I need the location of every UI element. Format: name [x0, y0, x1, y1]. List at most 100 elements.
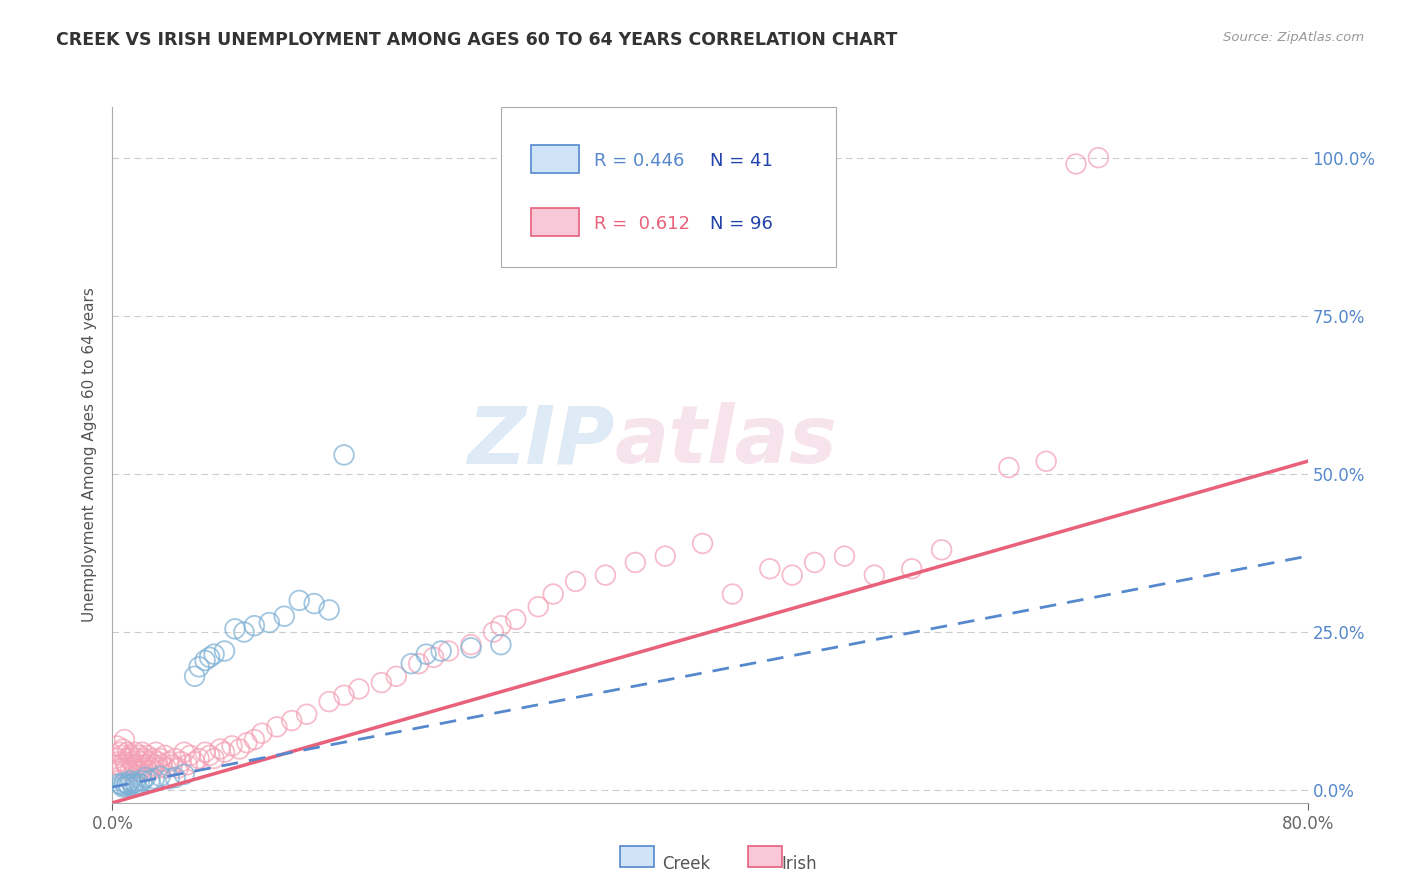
Point [111, 780, 134, 794]
Point [105, 739, 128, 753]
Point [134, 771, 156, 785]
Point [1087, 151, 1109, 165]
Point [165, 751, 187, 765]
Point [110, 778, 132, 792]
Point [721, 587, 744, 601]
Point [863, 568, 886, 582]
Point [208, 742, 231, 756]
Point [214, 745, 236, 759]
Point [114, 775, 135, 789]
Point [214, 644, 236, 658]
Point [139, 755, 162, 769]
Point [183, 755, 205, 769]
Point [135, 748, 157, 763]
Point [221, 739, 243, 753]
Point [198, 748, 221, 763]
Point [401, 657, 423, 671]
Y-axis label: Unemployment Among Ages 60 to 64 years: Unemployment Among Ages 60 to 64 years [82, 287, 97, 623]
Point [124, 745, 146, 759]
Point [120, 748, 142, 763]
Point [138, 764, 160, 779]
Point [202, 751, 225, 765]
Point [281, 714, 304, 728]
Point [132, 751, 155, 765]
Point [117, 777, 139, 791]
Point [121, 755, 143, 769]
Point [128, 777, 150, 791]
Point [437, 644, 460, 658]
Point [131, 761, 153, 775]
Point [232, 625, 256, 640]
Point [143, 772, 166, 786]
Point [194, 745, 217, 759]
Point [541, 587, 564, 601]
Point [114, 732, 135, 747]
Point [155, 761, 177, 775]
Point [347, 681, 370, 696]
Point [128, 748, 150, 763]
Point [141, 761, 163, 775]
Point [243, 732, 266, 747]
Point [318, 603, 340, 617]
Point [236, 736, 259, 750]
Point [243, 618, 266, 632]
Point [624, 556, 647, 570]
Point [149, 751, 172, 765]
FancyBboxPatch shape [531, 145, 579, 173]
Point [117, 761, 139, 775]
Point [654, 549, 676, 563]
Point [173, 767, 195, 781]
Point [489, 638, 512, 652]
Text: N = 96: N = 96 [710, 215, 773, 233]
FancyBboxPatch shape [620, 846, 654, 867]
Point [146, 755, 169, 769]
Point [288, 593, 311, 607]
Point [834, 549, 856, 563]
Point [142, 751, 165, 765]
Point [430, 644, 453, 658]
Point [408, 657, 430, 671]
Point [202, 647, 225, 661]
Point [131, 745, 153, 759]
Point [108, 757, 131, 772]
Point [118, 778, 141, 792]
Point [564, 574, 586, 589]
FancyBboxPatch shape [748, 846, 782, 867]
Point [122, 757, 145, 772]
Point [595, 568, 617, 582]
Text: Creek: Creek [662, 855, 710, 873]
Point [302, 597, 325, 611]
Point [114, 755, 135, 769]
Point [489, 618, 512, 632]
Point [121, 777, 143, 791]
FancyBboxPatch shape [501, 107, 835, 267]
Point [118, 751, 141, 765]
Point [115, 780, 138, 794]
Point [125, 751, 148, 765]
Point [228, 742, 250, 756]
Point [104, 751, 127, 765]
Point [259, 615, 281, 630]
Point [129, 755, 152, 769]
Text: N = 41: N = 41 [710, 153, 773, 170]
Point [224, 622, 246, 636]
Point [198, 650, 221, 665]
Point [157, 772, 180, 786]
Point [900, 562, 922, 576]
Point [333, 448, 356, 462]
Text: CREEK VS IRISH UNEMPLOYMENT AMONG AGES 60 TO 64 YEARS CORRELATION CHART: CREEK VS IRISH UNEMPLOYMENT AMONG AGES 6… [56, 31, 897, 49]
FancyBboxPatch shape [531, 208, 579, 235]
Point [153, 748, 176, 763]
Point [143, 757, 166, 772]
Point [295, 707, 318, 722]
Point [422, 650, 444, 665]
Point [505, 612, 527, 626]
Point [692, 536, 714, 550]
Point [370, 675, 392, 690]
Point [120, 764, 142, 779]
Point [165, 771, 187, 785]
Point [1035, 454, 1057, 468]
Point [134, 757, 156, 772]
Point [460, 638, 482, 652]
Point [188, 660, 211, 674]
